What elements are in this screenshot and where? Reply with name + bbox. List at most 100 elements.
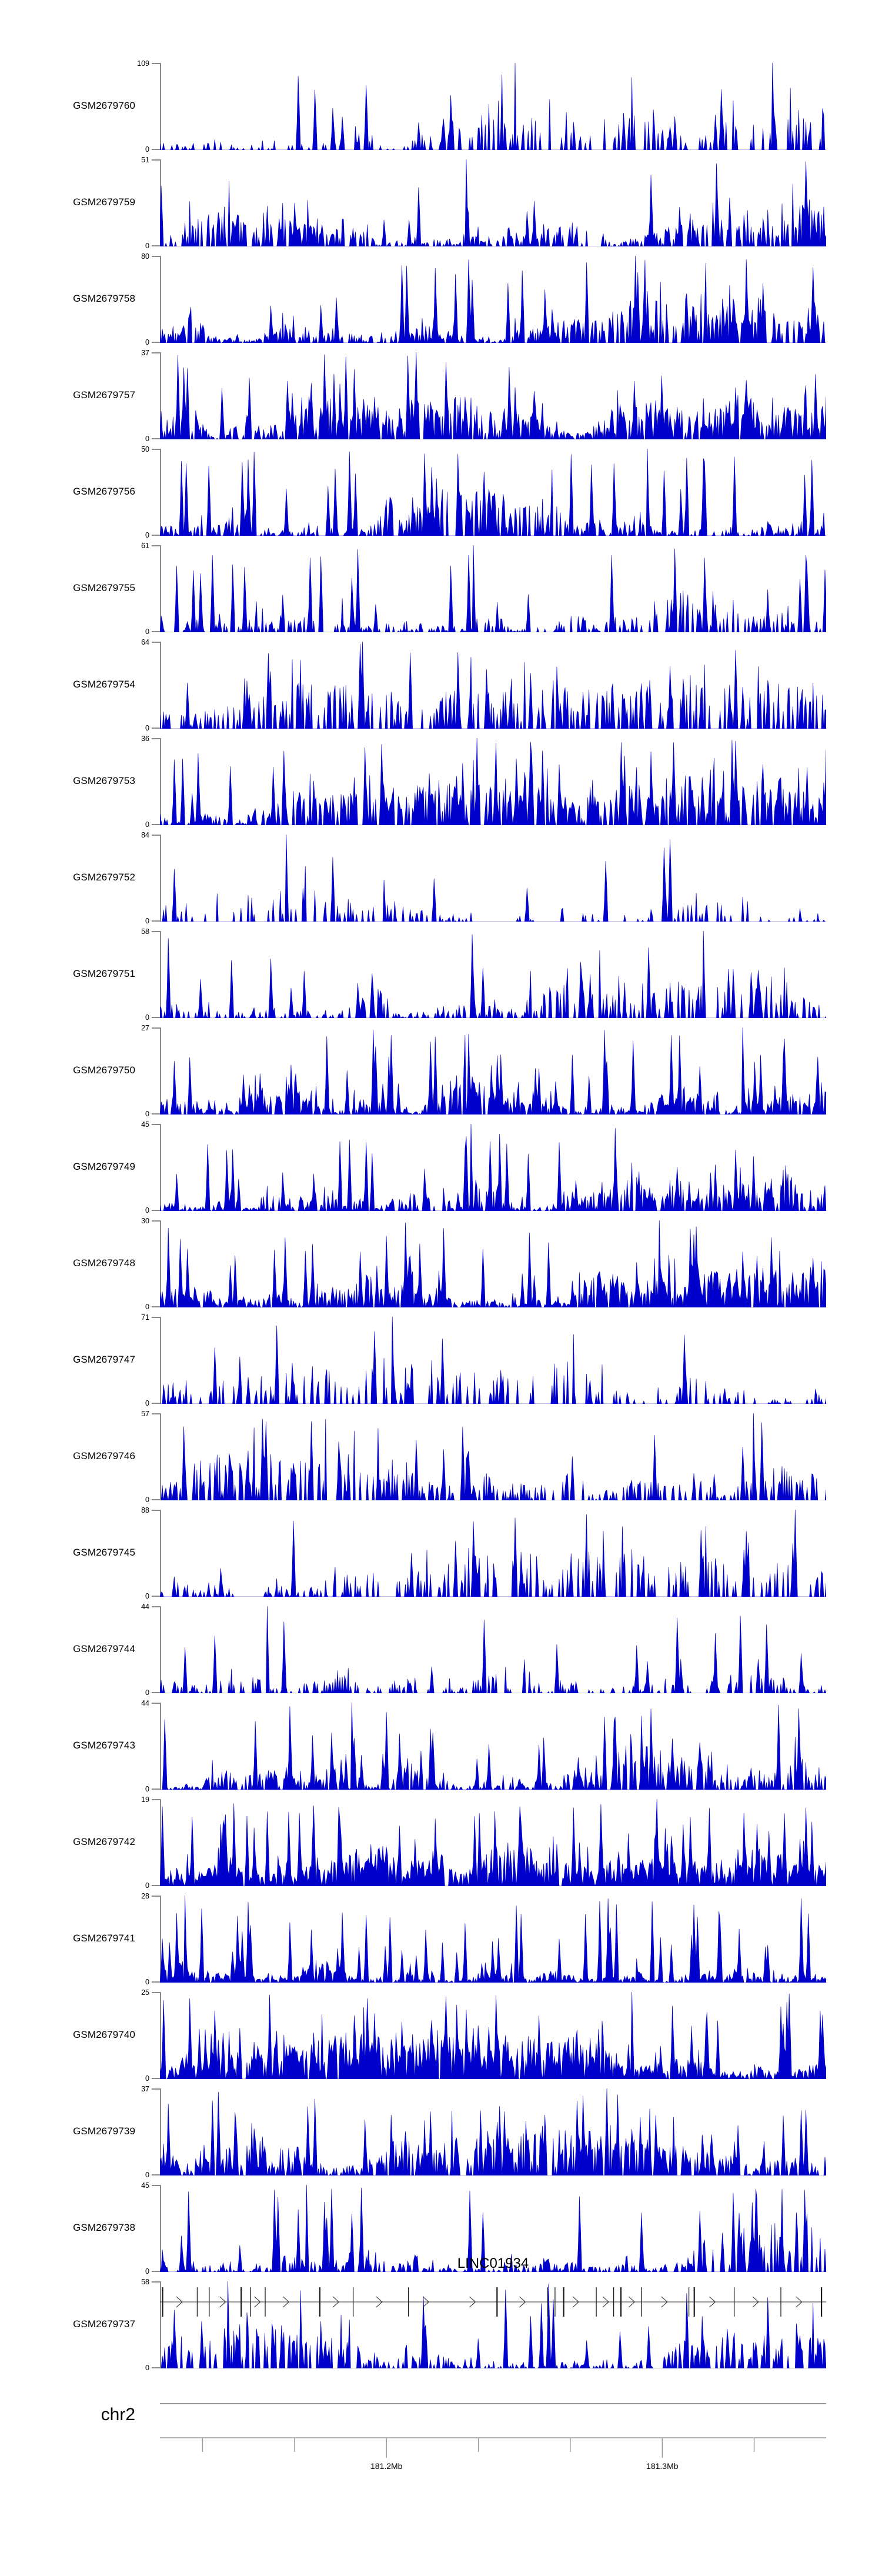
coverage-plot-area[interactable] [160,256,826,343]
coverage-track: GSM2679741 28 0 [0,1893,882,1986]
coverage-plot-area[interactable] [160,2281,826,2368]
y-axis-min-value: 0 [145,2074,149,2083]
y-axis-tick-max [152,1317,161,1318]
chromosome-label: chr2 [101,2405,135,2424]
coverage-plot-area[interactable] [160,1317,826,1404]
coverage-track: GSM2679753 36 0 [0,735,882,828]
y-axis-line [160,2088,161,2175]
y-axis-min-value: 0 [145,242,149,250]
gene-annotation-section: LINC01934 [0,2255,882,2361]
track-sample-label: GSM2679759 [73,196,135,208]
coverage-plot-area[interactable] [160,1413,826,1500]
y-axis-tick-max [152,256,161,257]
y-axis-line [160,1703,161,1790]
y-axis-tick-max [152,1027,161,1029]
y-axis-max-value: 36 [141,735,149,743]
y-axis-max-value: 71 [141,1313,149,1322]
coverage-plot-area[interactable] [160,2088,826,2175]
coverage-track: GSM2679750 27 0 [0,1024,882,1118]
y-axis-line [160,1124,161,1211]
y-axis-tick-max [152,835,161,836]
y-axis-tick-max [152,1799,161,1800]
coverage-plot-area[interactable] [160,835,826,922]
y-axis-tick-max [152,1124,161,1125]
coverage-track: GSM2679749 45 0 [0,1120,882,1214]
y-axis-max-value: 57 [141,1410,149,1418]
y-axis-min-value: 0 [145,820,149,829]
coverage-track: GSM2679746 57 0 [0,1410,882,1503]
coverage-track: GSM2679738 45 0 [0,2182,882,2275]
track-y-axis: 58 0 [141,2278,161,2371]
coverage-plot-area[interactable] [160,449,826,536]
track-y-axis: 36 0 [141,735,161,828]
y-axis-min-value: 0 [145,2364,149,2372]
gene-model-track[interactable] [160,2284,826,2320]
coverage-plot-area[interactable] [160,1510,826,1597]
coverage-plot-area[interactable] [160,2185,826,2272]
y-axis-min-value: 0 [145,1881,149,1890]
y-axis-line [160,1799,161,1886]
y-axis-min-value: 0 [145,1496,149,1504]
gene-name-label: LINC01934 [457,2255,529,2271]
coverage-plot-area[interactable] [160,63,826,150]
y-axis-tick-min [152,920,161,922]
coverage-plot-area[interactable] [160,1220,826,1307]
y-axis-min-value: 0 [145,2267,149,2275]
y-axis-line [160,1992,161,2079]
y-axis-line [160,931,161,1018]
y-axis-tick-min [152,2078,161,2079]
y-axis-max-value: 64 [141,638,149,646]
track-y-axis: 28 0 [141,1893,161,1986]
y-axis-tick-min [152,1788,161,1790]
y-axis-max-value: 58 [141,2278,149,2286]
ruler-axis[interactable]: 181.2Mb 181.3Mb [160,2379,826,2473]
y-axis-tick-min [152,631,161,632]
coverage-plot-area[interactable] [160,642,826,729]
y-axis-max-value: 27 [141,1024,149,1032]
track-sample-label: GSM2679738 [73,2222,135,2233]
y-axis-min-value: 0 [145,1206,149,1214]
coverage-plot-area[interactable] [160,352,826,439]
y-axis-min-value: 0 [145,2171,149,2179]
y-axis-line [160,545,161,632]
track-sample-label: GSM2679744 [73,1643,135,1654]
coverage-plot-area[interactable] [160,738,826,825]
coverage-track: GSM2679747 71 0 [0,1313,882,1407]
y-axis-min-value: 0 [145,1592,149,1600]
coverage-plot-area[interactable] [160,1896,826,1983]
coverage-plot-area[interactable] [160,545,826,632]
track-y-axis: 58 0 [141,928,161,1021]
y-axis-max-value: 61 [141,542,149,550]
track-y-axis: 88 0 [141,1507,161,1600]
y-axis-line [160,1896,161,1983]
coverage-plot-area[interactable] [160,159,826,246]
track-y-axis: 51 0 [141,156,161,249]
y-axis-min-value: 0 [145,1785,149,1793]
y-axis-min-value: 0 [145,724,149,732]
coverage-plot-area[interactable] [160,931,826,1018]
y-axis-tick-min [152,2174,161,2175]
y-axis-tick-min [152,824,161,825]
coverage-plot-area[interactable] [160,1992,826,2079]
coverage-plot-area[interactable] [160,1124,826,1211]
y-axis-line [160,1606,161,1693]
coverage-plot-area[interactable] [160,1027,826,1115]
y-axis-tick-min [152,1403,161,1404]
coverage-plot-area[interactable] [160,1703,826,1790]
y-axis-tick-min [152,1885,161,1886]
y-axis-tick-max [152,449,161,450]
track-sample-label: GSM2679748 [73,1257,135,1269]
ruler-tick-label: 181.2Mb [370,2461,403,2471]
y-axis-min-value: 0 [145,531,149,539]
coverage-plot-area[interactable] [160,1799,826,1886]
coverage-plot-area[interactable] [160,1606,826,1693]
track-y-axis: 19 0 [141,1796,161,1889]
y-axis-line [160,1413,161,1500]
y-axis-line [160,1220,161,1307]
coverage-track: GSM2679744 44 0 [0,1603,882,1696]
track-sample-label: GSM2679757 [73,389,135,401]
y-axis-tick-max [152,352,161,353]
y-axis-min-value: 0 [145,1110,149,1118]
y-axis-max-value: 45 [141,1120,149,1129]
